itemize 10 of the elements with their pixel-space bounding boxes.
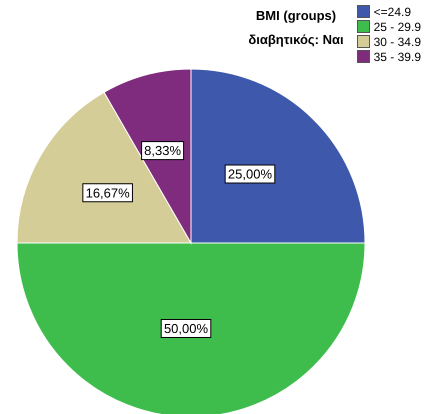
text: διαβητικός: Ναι	[247, 31, 345, 49]
data-label: 50,00%	[164, 320, 208, 336]
legend-label: 25 - 29.9	[374, 20, 421, 34]
data-label: 8,33%	[144, 143, 182, 158]
chart-title: BMI (groups)	[254, 7, 338, 25]
legend-label: 30 - 34.9	[374, 34, 421, 48]
data-label: 16,67%	[86, 185, 130, 200]
legend-label: <=24.9	[374, 4, 411, 18]
legend-label: 35 - 39.9	[374, 50, 421, 64]
data-label: 25,00%	[228, 166, 272, 182]
